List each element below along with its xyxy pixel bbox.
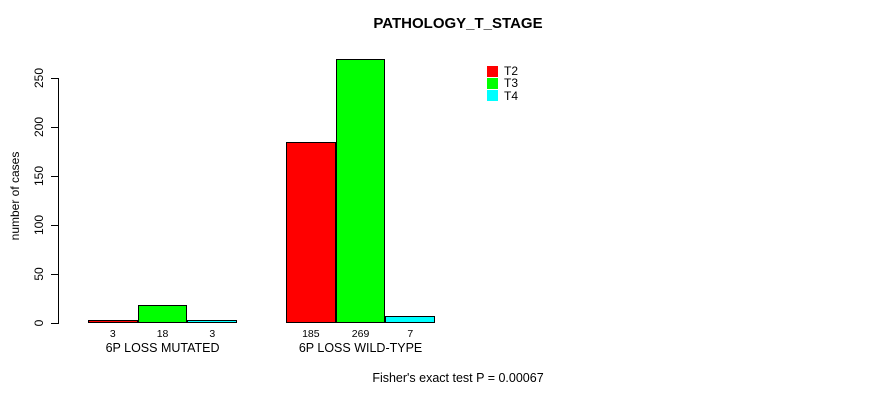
y-tick-label: 200: [32, 116, 46, 138]
category-label: 6P LOSS WILD-TYPE: [298, 341, 423, 355]
legend-item-t4: T4: [487, 90, 518, 102]
bar-t4-group2: [385, 316, 436, 323]
y-axis-tick: [51, 126, 58, 128]
bar-t3-group1: [137, 305, 188, 323]
bar-value-label: 3: [209, 328, 216, 340]
y-axis-tick: [51, 175, 58, 177]
y-tick-label: 50: [32, 267, 46, 281]
bar-value-label: 18: [156, 328, 169, 340]
bar-value-label: 7: [407, 328, 414, 340]
y-tick-label: 250: [32, 67, 46, 89]
y-axis-tick: [51, 224, 58, 226]
y-axis-tick: [51, 322, 58, 324]
bar-t3-group2: [335, 59, 386, 323]
y-axis-line: [58, 78, 59, 324]
legend-label-t2: T2: [504, 64, 519, 78]
bar-value-label: 3: [109, 328, 116, 340]
y-axis-tick: [51, 77, 58, 79]
legend-item-t3: T3: [487, 77, 518, 89]
legend-label-t3: T3: [504, 76, 519, 91]
y-tick-label: 0: [32, 319, 46, 327]
bar-t4-group1: [187, 320, 238, 323]
legend: T2 T3 T4: [487, 65, 518, 102]
category-label: 6P LOSS MUTATED: [105, 341, 220, 355]
legend-swatch-t4: [487, 90, 498, 102]
bar-t2-group2: [286, 141, 336, 323]
y-tick-label: 150: [32, 165, 46, 187]
annotation-text: Fisher's exact test P = 0.00067: [372, 371, 544, 385]
y-axis-tick: [51, 273, 58, 275]
legend-item-t2: T2: [487, 65, 518, 77]
chart-title: PATHOLOGY_T_STAGE: [373, 15, 543, 32]
legend-label-t4: T4: [504, 88, 519, 103]
bar-value-label: 185: [302, 328, 320, 340]
y-axis-label: number of cases: [8, 151, 22, 241]
bar-value-label: 269: [351, 328, 370, 340]
legend-swatch-t2: [487, 65, 498, 77]
bar-t2-group1: [88, 320, 138, 323]
legend-swatch-t3: [487, 77, 498, 89]
y-tick-label: 100: [32, 214, 46, 236]
